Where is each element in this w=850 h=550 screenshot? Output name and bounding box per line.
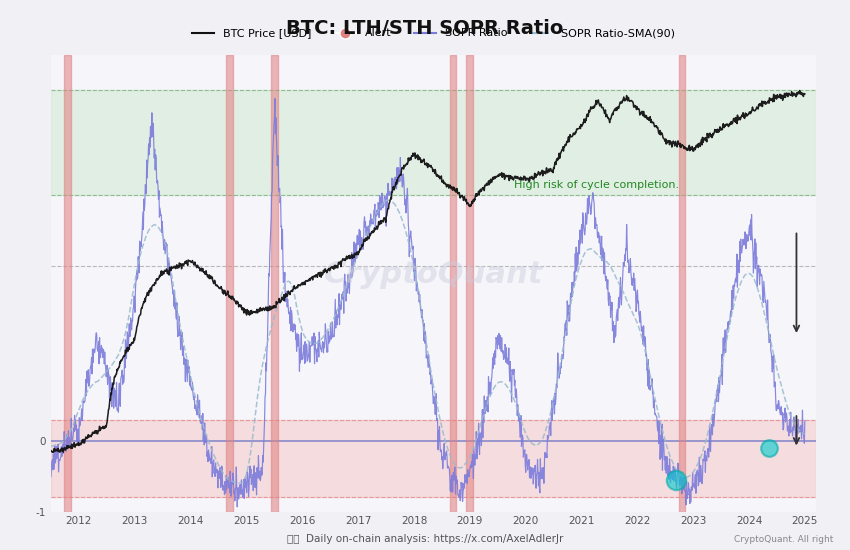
Bar xyxy=(226,55,233,512)
Bar xyxy=(467,55,473,512)
Text: CryptoQuant: CryptoQuant xyxy=(324,260,543,289)
Text: High risk of cycle completion.: High risk of cycle completion. xyxy=(514,180,680,190)
Bar xyxy=(678,55,685,512)
Text: CryptoQuant. All right: CryptoQuant. All right xyxy=(734,536,833,544)
Bar xyxy=(51,420,816,497)
Text: 💎👋  Daily on-chain analysis: https://x.com/AxelAdlerJr: 💎👋 Daily on-chain analysis: https://x.co… xyxy=(286,535,564,544)
Legend: BTC Price [USD], Alert, SOPR Ratio, SOPR Ratio-SMA(90): BTC Price [USD], Alert, SOPR Ratio, SOPR… xyxy=(188,24,679,43)
Bar xyxy=(51,90,816,195)
Bar xyxy=(450,55,456,512)
Bar xyxy=(65,55,71,512)
Text: BTC: LTH/STH SOPR Ratio: BTC: LTH/STH SOPR Ratio xyxy=(286,19,564,39)
Bar xyxy=(271,55,278,512)
